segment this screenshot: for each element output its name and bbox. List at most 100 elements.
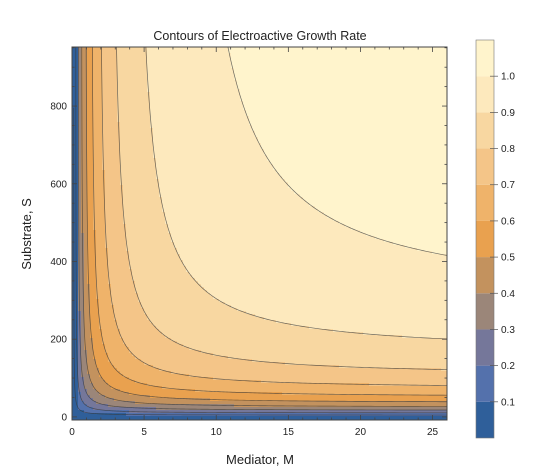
contour-band-cell bbox=[129, 71, 133, 75]
contour-band-cell bbox=[180, 383, 184, 387]
contour-band-cell bbox=[108, 239, 112, 243]
contour-band-cell bbox=[114, 416, 118, 420]
contour-band-cell bbox=[168, 149, 172, 153]
contour-band-cell bbox=[90, 344, 94, 348]
contour-band-cell bbox=[132, 383, 136, 387]
contour-band-cell bbox=[108, 233, 112, 237]
contour-band-cell bbox=[93, 344, 97, 348]
contour-band-cell bbox=[78, 362, 82, 366]
contour-band-cell bbox=[99, 248, 103, 252]
contour-band-cell bbox=[180, 179, 184, 183]
contour-band-cell bbox=[138, 371, 142, 375]
contour-band-cell bbox=[96, 416, 100, 420]
contour-band-cell bbox=[84, 77, 88, 81]
contour-band-cell bbox=[189, 287, 193, 291]
contour-band-cell bbox=[102, 254, 106, 258]
contour-band-cell bbox=[120, 221, 124, 225]
contour-band-cell bbox=[72, 68, 76, 72]
contour-band-cell bbox=[183, 242, 187, 246]
contour-band-cell bbox=[126, 176, 130, 180]
contour-band-cell bbox=[78, 293, 82, 297]
contour-band-cell bbox=[138, 104, 142, 108]
contour-band-cell bbox=[120, 158, 124, 162]
contour-band-cell bbox=[141, 83, 145, 87]
contour-band-cell bbox=[156, 182, 160, 186]
contour-band-cell bbox=[84, 380, 88, 384]
contour-band-cell bbox=[135, 281, 139, 285]
contour-band-cell bbox=[78, 365, 82, 369]
contour-band-cell bbox=[129, 332, 133, 336]
contour-band-cell bbox=[138, 50, 142, 54]
contour-band-cell bbox=[84, 257, 88, 261]
contour-band-cell bbox=[174, 383, 178, 387]
contour-band-cell bbox=[84, 230, 88, 234]
contour-band-cell bbox=[171, 365, 175, 369]
contour-band-cell bbox=[105, 71, 109, 75]
contour-band-cell bbox=[165, 200, 169, 204]
contour-band-cell bbox=[156, 338, 160, 342]
contour-band-cell bbox=[168, 47, 172, 51]
contour-band-cell bbox=[99, 107, 103, 111]
contour-band-cell bbox=[123, 404, 127, 408]
contour-band-cell bbox=[180, 170, 184, 174]
contour-band-cell bbox=[120, 410, 124, 414]
contour-band-cell bbox=[105, 338, 109, 342]
contour-band-cell bbox=[75, 59, 79, 63]
contour-band-cell bbox=[186, 410, 190, 414]
contour-band-cell bbox=[78, 377, 82, 381]
contour-band-cell bbox=[156, 122, 160, 126]
contour-band-cell bbox=[138, 323, 142, 327]
contour-band-cell bbox=[114, 110, 118, 114]
contour-band-cell bbox=[159, 107, 163, 111]
contour-band-cell bbox=[186, 122, 190, 126]
contour-band-cell bbox=[90, 152, 94, 156]
contour-band-cell bbox=[186, 380, 190, 384]
contour-band-cell bbox=[117, 221, 121, 225]
contour-band-cell bbox=[72, 341, 76, 345]
contour-band-cell bbox=[84, 140, 88, 144]
contour-band-cell bbox=[156, 239, 160, 243]
contour-band-cell bbox=[174, 278, 178, 282]
contour-band-cell bbox=[141, 293, 145, 297]
contour-band-cell bbox=[81, 398, 85, 402]
contour-band-cell bbox=[174, 392, 178, 396]
contour-band-cell bbox=[174, 218, 178, 222]
contour-band-cell bbox=[129, 380, 133, 384]
contour-band-cell bbox=[90, 227, 94, 231]
contour-band-cell bbox=[93, 104, 97, 108]
contour-band-cell bbox=[99, 98, 103, 102]
contour-band-cell bbox=[180, 116, 184, 120]
contour-band-cell bbox=[183, 104, 187, 108]
contour-band-cell bbox=[117, 80, 121, 84]
contour-band-cell bbox=[117, 152, 121, 156]
contour-band-cell bbox=[186, 218, 190, 222]
contour-band-cell bbox=[129, 203, 133, 207]
contour-band-cell bbox=[162, 62, 166, 66]
contour-band-cell bbox=[174, 170, 178, 174]
contour-band-cell bbox=[129, 206, 133, 210]
contour-band-cell bbox=[177, 173, 181, 177]
contour-band-cell bbox=[156, 320, 160, 324]
contour-band-cell bbox=[120, 164, 124, 168]
contour-band-cell bbox=[120, 236, 124, 240]
contour-band-cell bbox=[159, 293, 163, 297]
contour-band-cell bbox=[126, 227, 130, 231]
contour-band-cell bbox=[93, 65, 97, 69]
contour-band-cell bbox=[165, 242, 169, 246]
contour-band-cell bbox=[186, 236, 190, 240]
contour-band-cell bbox=[93, 335, 97, 339]
contour-band-cell bbox=[99, 272, 103, 276]
contour-band-cell bbox=[99, 224, 103, 228]
contour-band-cell bbox=[87, 392, 91, 396]
contour-band-cell bbox=[96, 65, 100, 69]
contour-band-cell bbox=[102, 221, 106, 225]
contour-band-cell bbox=[144, 260, 148, 264]
contour-band-cell bbox=[114, 338, 118, 342]
contour-band-cell bbox=[141, 155, 145, 159]
contour-band-cell bbox=[171, 248, 175, 252]
contour-band-cell bbox=[153, 98, 157, 102]
contour-band-cell bbox=[177, 47, 181, 51]
contour-band-cell bbox=[90, 110, 94, 114]
contour-band-cell bbox=[90, 158, 94, 162]
contour-band-cell bbox=[117, 290, 121, 294]
